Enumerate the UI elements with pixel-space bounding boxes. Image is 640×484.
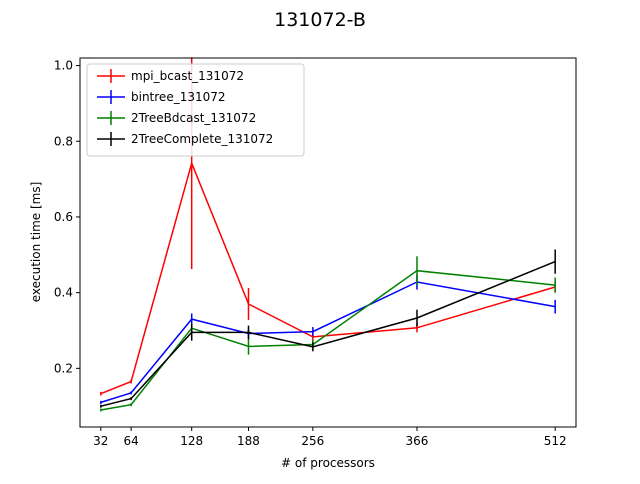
legend-label: mpi_bcast_131072 [131,69,244,83]
plot-area: 32 64 128 188 256 366 512 0.2 0.4 0.6 0.8 1.0 [54,57,577,448]
x-tick-label: 32 [93,434,108,448]
series-3 [100,249,556,408]
y-tick-label: 0.4 [54,286,73,300]
x-axis-label: # of processors [281,456,375,470]
x-tick-label: 188 [237,434,260,448]
legend-label: 2TreeComplete_131072 [131,132,273,146]
legend-box [86,63,305,157]
axes-frame [79,57,577,428]
y-tick-label: 1.0 [54,59,73,73]
legend: mpi_bcast_131072 bintree_131072 2TreeBdcas… [86,63,305,157]
legend-label: 2TreeBdcast_131072 [131,111,256,125]
chart-title: 131072-B [274,9,366,31]
y-tick-label: 0.2 [54,361,73,375]
x-tick-label: 256 [301,434,324,448]
x-tick-label: 64 [123,434,138,448]
y-tick-label: 0.6 [54,210,73,224]
y-tick-label: 0.8 [54,134,73,148]
x-tick-label: 128 [180,434,203,448]
x-tick-label: 512 [544,434,567,448]
legend-label: bintree_131072 [131,90,226,104]
y-axis-label: execution time [ms] [29,182,43,303]
x-tick-label: 366 [406,434,429,448]
